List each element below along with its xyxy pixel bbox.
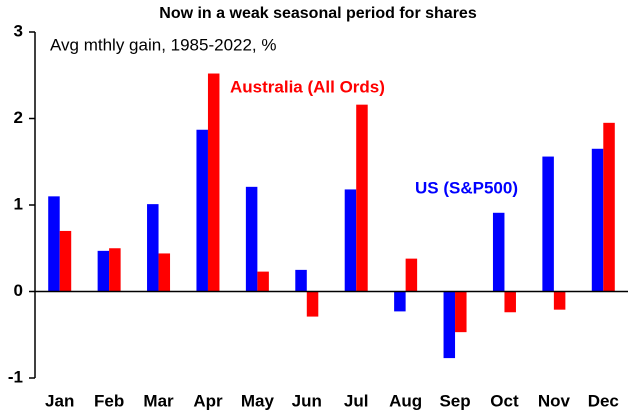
series-label: US (S&P500): [415, 178, 518, 197]
bar: [158, 253, 171, 292]
bar: [295, 269, 307, 292]
x-tick-label: Oct: [490, 391, 519, 410]
bar: [443, 291, 456, 359]
chart-title: Now in a weak seasonal period for shares: [159, 5, 477, 22]
bar: [245, 186, 258, 292]
bar: [504, 291, 516, 313]
x-tick-label: Sep: [439, 391, 470, 410]
x-tick-label: Apr: [193, 391, 223, 410]
bar: [405, 258, 418, 292]
y-tick-label: -1: [8, 367, 23, 386]
bar: [542, 156, 554, 292]
bar: [109, 248, 121, 292]
x-tick-label: Feb: [94, 391, 124, 410]
bar: [553, 291, 566, 310]
x-tick-label: Jul: [344, 391, 369, 410]
bar: [492, 212, 505, 292]
y-tick-label: 0: [14, 281, 23, 300]
bar: [455, 291, 467, 333]
y-tick-label: 2: [14, 108, 23, 127]
bar: [394, 291, 406, 312]
y-tick-label: 3: [14, 21, 23, 40]
series-label: Australia (All Ords): [230, 77, 385, 96]
bar: [48, 196, 60, 292]
x-tick-label: Nov: [538, 391, 571, 410]
x-tick-label: Jan: [45, 391, 74, 410]
bar: [344, 189, 357, 292]
x-tick-label: May: [241, 391, 275, 410]
bar: [147, 204, 159, 292]
bar: [97, 250, 110, 292]
y-tick-label: 1: [14, 194, 23, 213]
x-tick-label: Dec: [588, 391, 619, 410]
x-tick-label: Mar: [143, 391, 174, 410]
bar: [603, 122, 615, 292]
x-tick-label: Aug: [389, 391, 422, 410]
bar: [306, 291, 319, 317]
bar: [207, 73, 220, 292]
bar: [196, 129, 208, 292]
bar: [591, 148, 604, 292]
bar: [257, 271, 269, 292]
x-tick-label: Jun: [292, 391, 322, 410]
chart-subtitle: Avg mthly gain, 1985-2022, %: [50, 35, 277, 54]
bar: [356, 104, 368, 292]
bar: [59, 230, 72, 292]
